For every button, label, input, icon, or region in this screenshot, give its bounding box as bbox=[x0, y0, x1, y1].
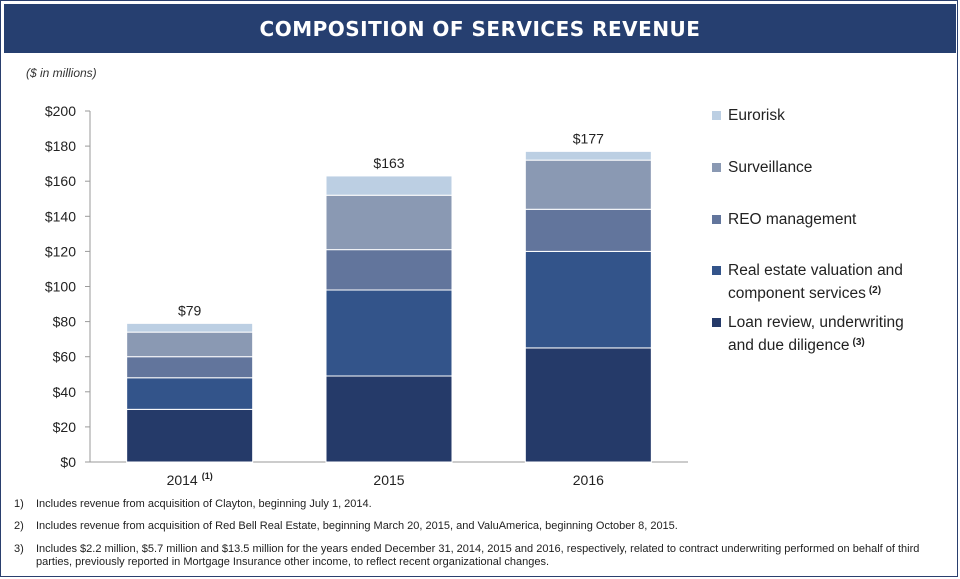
footnote-3: 3) Includes $2.2 million, $5.7 million a… bbox=[14, 543, 936, 569]
y-tick-label: $140 bbox=[45, 208, 76, 224]
units-label: ($ in millions) bbox=[26, 66, 97, 80]
legend-superscript-3: (3) bbox=[852, 337, 865, 348]
y-tick-label: $180 bbox=[45, 138, 76, 154]
footnote-1: 1) Includes revenue from acquisition of … bbox=[14, 498, 936, 511]
legend-swatch-eurorisk bbox=[712, 111, 721, 120]
bar-total-label: $163 bbox=[373, 155, 404, 171]
y-tick-label: $80 bbox=[53, 314, 77, 330]
footnote-text: Includes $2.2 million, $5.7 million and … bbox=[36, 543, 920, 568]
chart-title: COMPOSITION OF SERVICES REVENUE bbox=[259, 16, 701, 41]
bar-segment bbox=[524, 150, 652, 161]
footnote-number: 1) bbox=[14, 498, 24, 510]
footnote-text: Includes revenue from acquisition of Red… bbox=[36, 520, 678, 532]
legend-item-eurorisk: Eurorisk bbox=[712, 106, 785, 126]
bar-segment bbox=[325, 194, 453, 251]
legend-swatch-real-estate-valuation bbox=[712, 266, 721, 275]
x-tick-label: 2015 bbox=[373, 472, 404, 488]
legend-label-loan-review: Loan review, underwriting and due dilige… bbox=[728, 314, 904, 354]
legend-label-surveillance: Surveillance bbox=[728, 159, 813, 176]
legend-label-eurorisk: Eurorisk bbox=[728, 107, 785, 124]
bar-segment bbox=[126, 356, 254, 379]
legend-superscript-2: (2) bbox=[868, 285, 882, 296]
footnote-number: 3) bbox=[14, 543, 24, 555]
legend-swatch-reo-management bbox=[712, 215, 721, 224]
bar-segment bbox=[524, 347, 652, 463]
y-tick-label: $20 bbox=[53, 419, 77, 435]
bar-segment bbox=[325, 175, 453, 196]
legend-item-loan-review: Loan review, underwriting and due dilige… bbox=[712, 313, 904, 356]
legend-label-reo-management: REO management bbox=[728, 211, 857, 228]
bar-total-label: $79 bbox=[178, 302, 202, 318]
bar-segment bbox=[126, 331, 254, 358]
legend-item-surveillance: Surveillance bbox=[712, 158, 812, 178]
legend-item-reo-management: REO management bbox=[712, 210, 856, 230]
footnote-text: Includes revenue from acquisition of Cla… bbox=[36, 498, 372, 510]
bar-segment bbox=[126, 408, 254, 463]
bar-segment bbox=[325, 289, 453, 377]
title-banner: COMPOSITION OF SERVICES REVENUE bbox=[4, 4, 956, 53]
y-tick-label: $40 bbox=[53, 384, 77, 400]
x-tick-label: 2016 bbox=[573, 472, 604, 488]
y-tick-label: $200 bbox=[45, 103, 76, 119]
y-tick-label: $120 bbox=[45, 243, 76, 259]
bar-segment bbox=[524, 208, 652, 252]
legend-item-real-estate-valuation: Real estate valuation and component serv… bbox=[712, 261, 903, 304]
footnote-2: 2) Includes revenue from acquisition of … bbox=[14, 520, 936, 533]
bar-segment bbox=[524, 250, 652, 349]
bar-segment bbox=[524, 159, 652, 210]
y-tick-label: $100 bbox=[45, 279, 76, 295]
legend-swatch-surveillance bbox=[712, 163, 721, 172]
x-tick-superscript: (1) bbox=[202, 471, 213, 481]
bar-segment bbox=[325, 249, 453, 291]
footnote-number: 2) bbox=[14, 520, 24, 532]
bar-segment bbox=[126, 377, 254, 410]
y-tick-label: $0 bbox=[60, 454, 76, 470]
bar-segment bbox=[325, 375, 453, 463]
bar-total-label: $177 bbox=[573, 130, 604, 146]
bar-segment bbox=[126, 322, 254, 333]
x-tick-label: 2014 (1) bbox=[167, 471, 213, 488]
y-tick-label: $160 bbox=[45, 173, 76, 189]
y-tick-label: $60 bbox=[53, 349, 77, 365]
legend-swatch-loan-review bbox=[712, 318, 721, 327]
legend-label-real-estate-valuation: Real estate valuation and component serv… bbox=[728, 262, 903, 302]
